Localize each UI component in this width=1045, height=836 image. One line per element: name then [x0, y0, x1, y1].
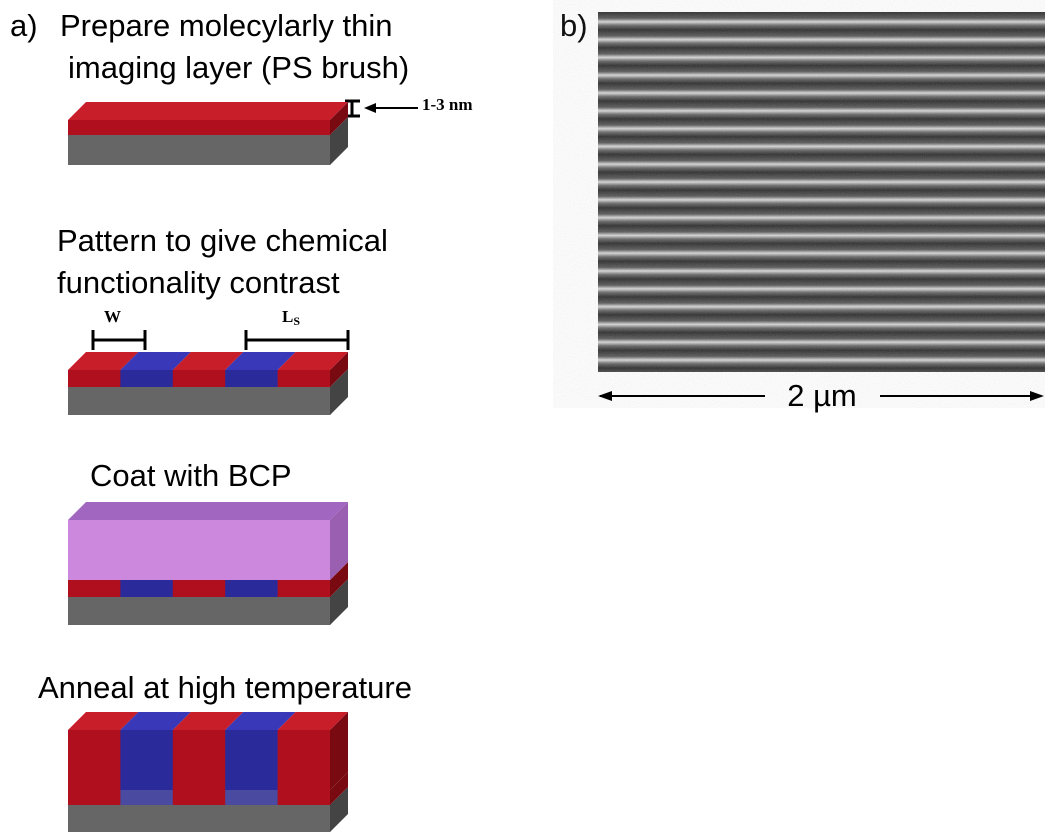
thickness-marker	[345, 101, 418, 116]
layer-front	[68, 120, 331, 135]
layer-front	[173, 790, 226, 805]
scale-arrow	[598, 391, 612, 401]
dimension-bars	[93, 330, 348, 350]
page: {"panel_a": {"label": "a)", "steps": [ {…	[0, 0, 1045, 836]
step-title: Pattern to give chemical	[57, 223, 388, 258]
layer-front	[68, 520, 331, 580]
layer-front	[68, 580, 121, 597]
layer-front	[120, 370, 173, 387]
layer-front	[278, 370, 331, 387]
panel-label: a)	[10, 8, 38, 43]
layer-front	[68, 370, 121, 387]
layer-front	[173, 580, 226, 597]
layer-top	[68, 502, 348, 520]
layer-front	[225, 790, 278, 805]
layer-front	[68, 730, 121, 790]
w-label: W	[104, 307, 121, 326]
layer-front	[173, 730, 226, 790]
step-title: Prepare molecylarly thin	[60, 8, 393, 43]
ls-sub: S	[293, 314, 300, 328]
layer-front	[225, 580, 278, 597]
ls-label: LS	[282, 307, 300, 328]
arrow-head	[364, 103, 376, 113]
layer-front	[225, 370, 278, 387]
step-title: imaging layer (PS brush)	[68, 50, 409, 85]
layer-front	[120, 580, 173, 597]
layer-front	[225, 730, 278, 790]
layer-front	[278, 790, 331, 805]
step-title: Coat with BCP	[90, 458, 292, 493]
thickness-label: 1-3 nm	[422, 95, 473, 114]
layer-front	[68, 790, 121, 805]
layer-front	[68, 597, 331, 625]
layer-front	[120, 730, 173, 790]
panel-label: b)	[560, 8, 588, 43]
step-title: functionality contrast	[57, 265, 340, 300]
scale-label: 2 µm	[787, 378, 857, 413]
layer-front	[68, 135, 331, 165]
layer-top	[68, 102, 348, 120]
layer-front	[173, 370, 226, 387]
step-title: Anneal at high temperature	[38, 670, 412, 705]
layer-front	[68, 805, 331, 832]
layer-front	[120, 790, 173, 805]
figure: a) Prepare molecylarly thin imaging laye…	[0, 0, 1045, 836]
layer-front	[278, 580, 331, 597]
layer-front	[68, 387, 331, 415]
layer-front	[278, 730, 331, 790]
scale-arrow	[1030, 391, 1044, 401]
ls-main: L	[282, 307, 293, 326]
sem-noise	[598, 12, 1045, 372]
